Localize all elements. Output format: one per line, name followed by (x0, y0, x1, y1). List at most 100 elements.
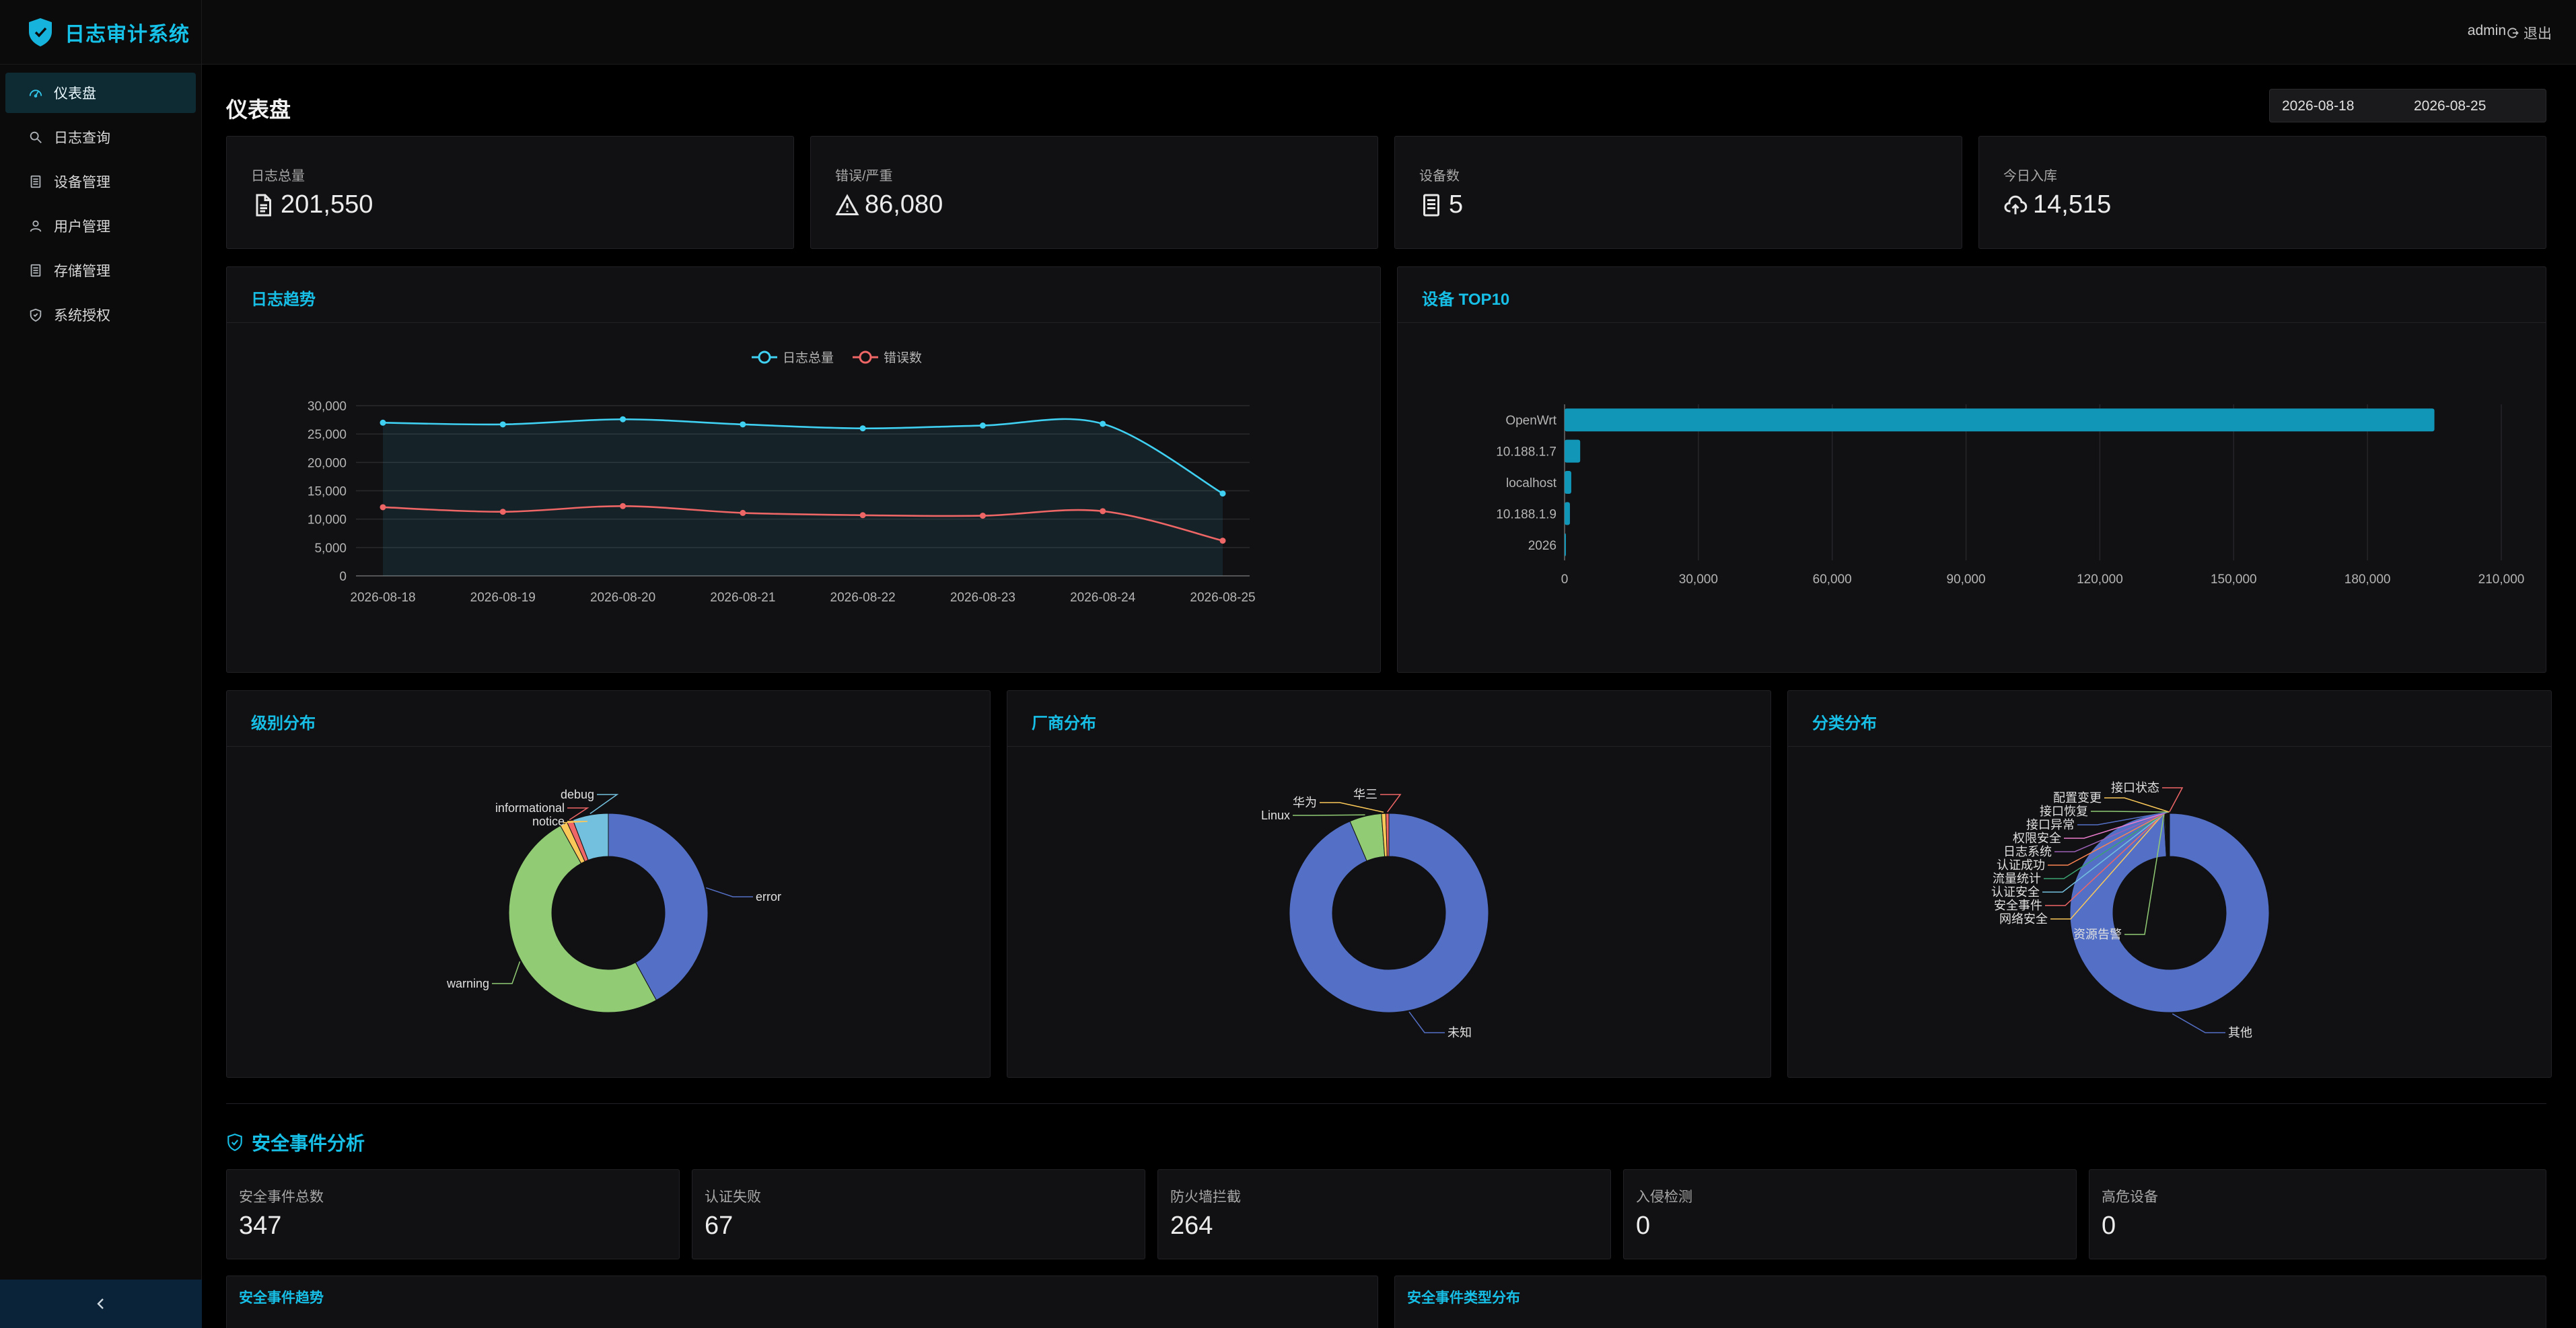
pie-slice[interactable] (608, 813, 709, 1001)
stat-value: 347 (239, 1212, 282, 1240)
bar[interactable] (1565, 533, 1566, 556)
pie-slice[interactable] (572, 813, 609, 861)
user-icon (30, 220, 42, 232)
security-stat-auth-failed: 认证失败 67 (692, 1169, 1145, 1259)
logout-button[interactable]: 退出 (2506, 23, 2552, 43)
slice-label: 日志系统 (2003, 845, 2052, 858)
panel-title: 设备 TOP10 (1422, 291, 1510, 309)
label-line (2045, 811, 2166, 906)
divider (1007, 746, 1770, 747)
data-point (979, 422, 986, 429)
stat-label: 日志总量 (251, 169, 305, 184)
sidebar-item-log-search[interactable]: 日志查询 (5, 117, 196, 157)
date-start[interactable]: 2026-08-18 (2282, 98, 2355, 114)
sidebar-item-devices[interactable]: 设备管理 (5, 161, 196, 202)
bar[interactable] (1565, 502, 1570, 525)
section-title-text: 安全事件分析 (252, 1133, 365, 1154)
data-point (740, 509, 746, 516)
sidebar-item-dashboard[interactable]: 仪表盘 (5, 73, 196, 113)
label-line (2077, 811, 2169, 825)
pie-slice[interactable] (508, 825, 657, 1013)
slice-label: 接口恢复 (2040, 805, 2088, 818)
log-trend-chart[interactable]: 日志总量 错误数 0 5,000 10,000 15,000 20,000 25,000 30,… (227, 324, 1382, 673)
stat-card-devices: 设备数 5 (1394, 136, 1962, 249)
category-distribution-chart[interactable]: 其他资源告警网络安全安全事件认证安全流量统计认证成功日志系统权限安全接口异常接口… (1788, 747, 2552, 1078)
stat-label: 今日入库 (2003, 169, 2057, 184)
date-range-picker[interactable]: 2026-08-18 2026-08-25 (2269, 89, 2546, 122)
stat-value: 201,550 (251, 190, 373, 219)
panel-title: 级别分布 (251, 714, 316, 733)
sidebar-item-users[interactable]: 用户管理 (5, 206, 196, 246)
stat-value: 5 (1419, 190, 1463, 219)
y-tick-label: 25,000 (308, 428, 347, 442)
label-line (2091, 811, 2169, 813)
y-tick-label: 10.188.1.7 (1496, 445, 1557, 459)
sidebar-item-label: 用户管理 (54, 219, 110, 235)
sidebar-item-label: 仪表盘 (54, 86, 96, 102)
device-top10-chart[interactable]: 0 30,000 60,000 90,000 120,000 150,000 180,000… (1398, 324, 2547, 673)
data-point (1219, 490, 1226, 497)
data-point (740, 421, 746, 428)
stat-number: 14,515 (2033, 190, 2112, 219)
bar[interactable] (1565, 439, 1581, 463)
slice-label: 权限安全 (2013, 832, 2061, 845)
sidebar-item-storage[interactable]: 存储管理 (5, 250, 196, 291)
bar[interactable] (1565, 408, 2435, 432)
y-tick-label: 30,000 (308, 400, 347, 414)
shield-check-icon (227, 1134, 242, 1152)
security-stat-total: 安全事件总数 347 (226, 1169, 680, 1259)
current-user[interactable]: admin (2467, 23, 2506, 38)
sidebar-item-license[interactable]: 系统授权 (5, 295, 196, 335)
stat-label: 入侵检测 (1636, 1189, 1692, 1205)
label-line (2124, 812, 2165, 935)
x-tick-label: 180,000 (2345, 573, 2391, 587)
sidebar-item-label: 存储管理 (54, 264, 110, 279)
x-tick-label: 2026-08-21 (710, 591, 775, 605)
label-line (2162, 787, 2184, 813)
stat-value: 67 (705, 1212, 734, 1240)
stat-value: 86,080 (835, 190, 943, 219)
panel-title: 安全事件类型分布 (1407, 1290, 1520, 1306)
security-stat-high-risk: 高危设备 0 (2089, 1169, 2546, 1259)
chevron-left-icon (97, 1298, 104, 1309)
legend-item[interactable]: 错误数 (853, 351, 922, 365)
label-line (2048, 811, 2168, 866)
stat-card-errors: 错误/严重 86,080 (810, 136, 1378, 249)
data-point (979, 513, 986, 519)
label-line (492, 961, 521, 984)
main-content: 仪表盘 2026-08-18 2026-08-25 日志总量 201,550 错… (202, 65, 2576, 1328)
pie-slice[interactable] (1289, 813, 1489, 1013)
security-trend-panel: 安全事件趋势 (226, 1276, 1378, 1328)
y-tick-label: 10.188.1.9 (1496, 507, 1557, 521)
legend-item[interactable]: 日志总量 (752, 351, 834, 365)
x-tick-label: 2026-08-24 (1070, 591, 1136, 605)
slice-label: error (756, 890, 781, 903)
device-icon (30, 175, 41, 188)
bar[interactable] (1565, 471, 1571, 494)
label-line (589, 794, 619, 815)
divider (1398, 322, 2546, 323)
x-tick-label: 150,000 (2211, 573, 2257, 587)
stat-label: 错误/严重 (835, 169, 893, 184)
device-top10-panel: 设备 TOP10 0 30,000 60,000 90,000 120,000 150,0… (1397, 266, 2546, 673)
y-tick-label: 15,000 (308, 485, 347, 499)
label-line (2104, 797, 2170, 813)
category-distribution-panel: 分类分布 其他 资源告警 网络安全 安全事件 认证安全 流量统计 认证成功 日志系统 权限安全接… (1787, 690, 2552, 1078)
vendor-distribution-panel: 厂商分布 未知 Linux 华为 华三 (1007, 690, 1771, 1078)
security-section-title: 安全事件分析 (226, 1129, 365, 1156)
slice-label: 华为 (1293, 796, 1317, 809)
pie-slice[interactable] (1385, 813, 1390, 857)
slice-label: 其他 (2228, 1026, 2252, 1039)
stat-card-today-ingest: 今日入库 14,515 (1978, 136, 2546, 249)
sidebar-collapse-button[interactable] (0, 1280, 202, 1328)
date-end[interactable]: 2026-08-25 (2414, 98, 2486, 114)
divider (227, 322, 1380, 323)
server-icon (1423, 194, 1439, 216)
slice-label: 认证安全 (1991, 885, 2040, 899)
y-tick-label: localhost (1506, 476, 1557, 490)
stat-value: 0 (1636, 1212, 1651, 1240)
app-logo: 日志审计系统 (0, 0, 201, 65)
label-line (2054, 811, 2168, 852)
